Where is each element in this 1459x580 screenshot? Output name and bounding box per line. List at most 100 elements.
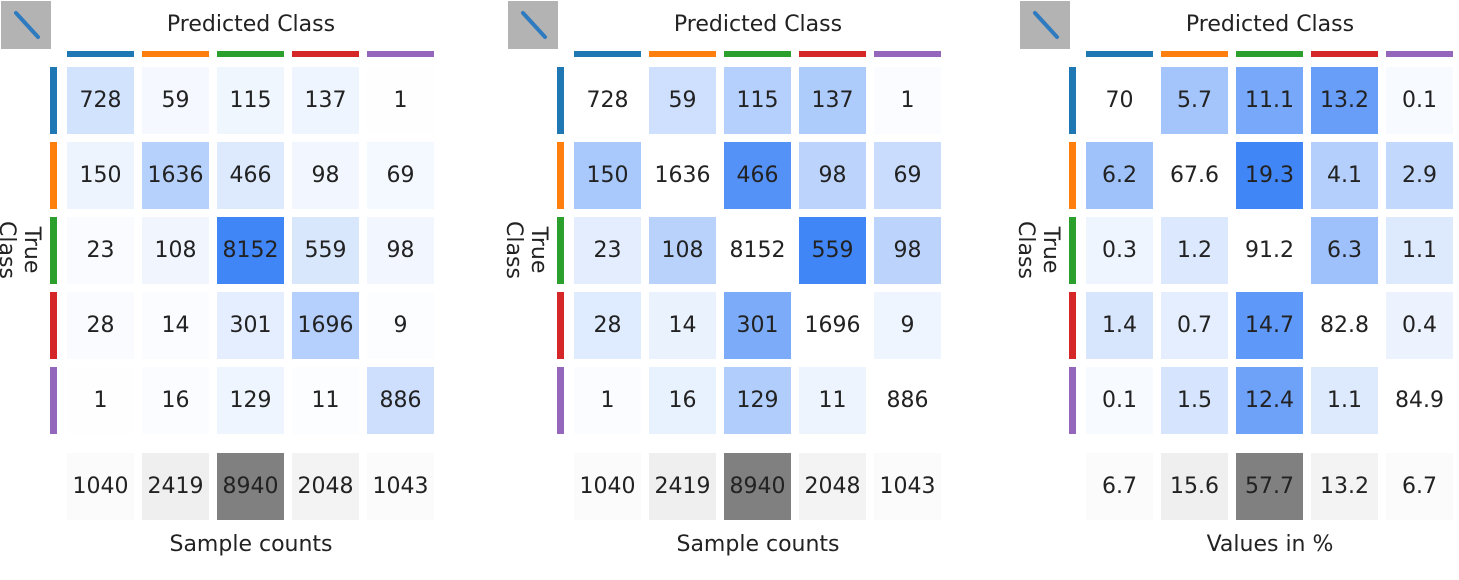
matrix-cell[interactable]: 16	[649, 367, 716, 434]
true-class-color-bar	[557, 217, 564, 284]
matrix-cell[interactable]: 28	[67, 292, 134, 359]
matrix-cell[interactable]: 28	[574, 292, 641, 359]
matrix-cell[interactable]: 11	[799, 367, 866, 434]
column-total-cell: 2048	[292, 453, 359, 520]
matrix-cell[interactable]: 9	[874, 292, 941, 359]
matrix-cell[interactable]: 9	[367, 292, 434, 359]
matrix-cell[interactable]: 6.2	[1086, 142, 1153, 209]
matrix-cell[interactable]: 1.4	[1086, 292, 1153, 359]
matrix-cell[interactable]: 150	[67, 142, 134, 209]
confusion-matrix-panel-2: Predicted Class True Class Sample counts…	[501, 0, 987, 580]
matrix-cell[interactable]: 14	[649, 292, 716, 359]
matrix-cell[interactable]: 98	[874, 217, 941, 284]
matrix-cell[interactable]: 108	[142, 217, 209, 284]
matrix-cell[interactable]: 115	[217, 67, 284, 134]
matrix-cell[interactable]: 13.2	[1311, 67, 1378, 134]
matrix-cell[interactable]: 70	[1086, 67, 1153, 134]
matrix-cell[interactable]: 69	[874, 142, 941, 209]
matrix-cell[interactable]: 98	[367, 217, 434, 284]
matrix-cell[interactable]: 886	[367, 367, 434, 434]
matrix-cell[interactable]: 150	[574, 142, 641, 209]
matrix-cell[interactable]: 0.1	[1386, 67, 1453, 134]
matrix-cell[interactable]: 14	[142, 292, 209, 359]
matrix-cell[interactable]: 108	[649, 217, 716, 284]
matrix-cell[interactable]: 67.6	[1161, 142, 1228, 209]
matrix-cell[interactable]: 82.8	[1311, 292, 1378, 359]
true-class-color-bar	[1069, 67, 1076, 134]
matrix-cell[interactable]: 1636	[142, 142, 209, 209]
y-axis-label: True Class	[0, 221, 44, 279]
matrix-cell[interactable]: 1	[874, 67, 941, 134]
matrix-cell[interactable]: 1636	[649, 142, 716, 209]
matrix-cell[interactable]: 2.9	[1386, 142, 1453, 209]
column-total-cell: 8940	[217, 453, 284, 520]
matrix-cell[interactable]: 0.4	[1386, 292, 1453, 359]
matrix-cell[interactable]: 0.3	[1086, 217, 1153, 284]
matrix-cell[interactable]: 1.2	[1161, 217, 1228, 284]
true-class-color-bar	[557, 292, 564, 359]
matrix-cell[interactable]: 0.1	[1086, 367, 1153, 434]
column-total-cell: 15.6	[1161, 453, 1228, 520]
matrix-cell[interactable]: 301	[724, 292, 791, 359]
matrix-cell[interactable]: 4.1	[1311, 142, 1378, 209]
matrix-cell[interactable]: 11.1	[1236, 67, 1303, 134]
matrix-cell[interactable]: 137	[292, 67, 359, 134]
matrix-cell[interactable]: 23	[67, 217, 134, 284]
matrix-cell[interactable]: 12.4	[1236, 367, 1303, 434]
matrix-cell[interactable]: 1	[367, 67, 434, 134]
matrix-cell[interactable]: 728	[574, 67, 641, 134]
normalize-toggle-button[interactable]	[1020, 1, 1070, 49]
matrix-cell[interactable]: 886	[874, 367, 941, 434]
matrix-cell[interactable]: 91.2	[1236, 217, 1303, 284]
matrix-cell[interactable]: 59	[649, 67, 716, 134]
column-total-cell: 2419	[649, 453, 716, 520]
matrix-cell[interactable]: 137	[799, 67, 866, 134]
matrix-cell[interactable]: 559	[292, 217, 359, 284]
matrix-cell[interactable]: 19.3	[1236, 142, 1303, 209]
matrix-cell[interactable]: 98	[292, 142, 359, 209]
matrix-cell[interactable]: 8152	[724, 217, 791, 284]
matrix-cell[interactable]: 84.9	[1386, 367, 1453, 434]
matrix-cell[interactable]: 1.1	[1386, 217, 1453, 284]
matrix-cell[interactable]: 1	[574, 367, 641, 434]
matrix-cell[interactable]: 559	[799, 217, 866, 284]
matrix-cell[interactable]: 301	[217, 292, 284, 359]
predicted-class-color-bar	[292, 51, 359, 57]
matrix-cell[interactable]: 0.7	[1161, 292, 1228, 359]
predicted-class-color-bar	[142, 51, 209, 57]
confusion-matrix-panel-3: Predicted Class True Class Values in % 7…	[1013, 0, 1459, 580]
normalize-toggle-button[interactable]	[508, 1, 558, 49]
matrix-cell[interactable]: 728	[67, 67, 134, 134]
matrix-cell[interactable]: 11	[292, 367, 359, 434]
matrix-cell[interactable]: 1.5	[1161, 367, 1228, 434]
matrix-cell[interactable]: 466	[217, 142, 284, 209]
matrix-cell[interactable]: 98	[799, 142, 866, 209]
matrix-cell[interactable]: 129	[724, 367, 791, 434]
matrix-cell[interactable]: 23	[574, 217, 641, 284]
column-total-cell: 6.7	[1086, 453, 1153, 520]
column-total-cell: 6.7	[1386, 453, 1453, 520]
y-axis-label: True Class	[501, 221, 551, 279]
matrix-cell[interactable]: 16	[142, 367, 209, 434]
matrix-cell[interactable]: 115	[724, 67, 791, 134]
matrix-cell[interactable]: 1696	[292, 292, 359, 359]
matrix-cell[interactable]: 1.1	[1311, 367, 1378, 434]
matrix-cell[interactable]: 1	[67, 367, 134, 434]
matrix-cell[interactable]: 14.7	[1236, 292, 1303, 359]
diagonal-line-icon	[1033, 11, 1059, 39]
matrix-cell[interactable]: 5.7	[1161, 67, 1228, 134]
matrix-cell[interactable]: 8152	[217, 217, 284, 284]
predicted-class-color-bar	[1161, 51, 1228, 57]
matrix-cell[interactable]: 1696	[799, 292, 866, 359]
normalize-toggle-button[interactable]	[1, 1, 51, 49]
column-total-cell: 2419	[142, 453, 209, 520]
matrix-cell[interactable]: 466	[724, 142, 791, 209]
matrix-cell[interactable]: 69	[367, 142, 434, 209]
column-total-cell: 2048	[799, 453, 866, 520]
matrix-cell[interactable]: 129	[217, 367, 284, 434]
predicted-class-color-bar	[217, 51, 284, 57]
column-total-cell: 1043	[874, 453, 941, 520]
matrix-cell[interactable]: 6.3	[1311, 217, 1378, 284]
chart-title: Predicted Class	[673, 12, 843, 37]
matrix-cell[interactable]: 59	[142, 67, 209, 134]
